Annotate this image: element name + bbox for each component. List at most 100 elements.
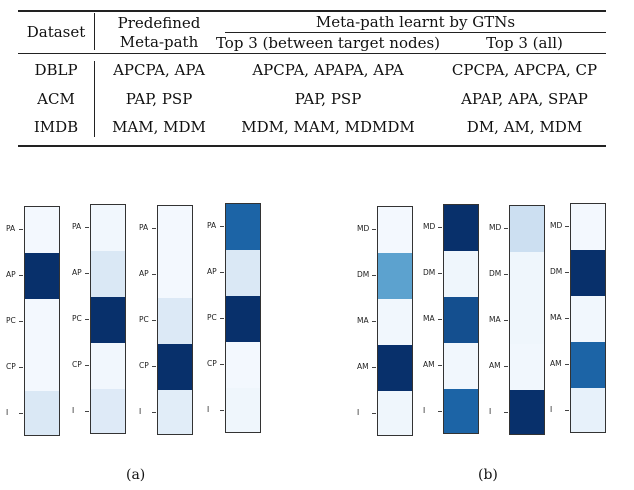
heatmap-tick — [152, 412, 156, 413]
heatmap-row-label: I — [207, 405, 210, 414]
row-dataset: DBLP — [34, 61, 78, 79]
heatmap-row-label: CP — [207, 359, 217, 368]
heatmap-cell — [226, 342, 260, 388]
heatmap-row-label: AP — [139, 269, 149, 278]
bottom-rule — [18, 145, 606, 147]
heatmap-row-label: PC — [6, 316, 16, 325]
heatmap-cell — [378, 345, 412, 391]
heatmap-column — [377, 206, 413, 436]
row-top3-target: APCPA, APAPA, APA — [252, 61, 404, 79]
heatmap-tick — [565, 318, 569, 319]
header-predefined-line2: Meta-path — [119, 33, 199, 51]
heatmap-cell — [378, 391, 412, 435]
heatmap-cell — [444, 343, 478, 389]
row-top3-target: MDM, MAM, MDMDM — [241, 118, 415, 136]
heatmap-tick — [438, 273, 442, 274]
heatmap-row-label: I — [489, 407, 492, 416]
heatmap-column — [90, 204, 126, 434]
heatmap-cell — [25, 345, 59, 391]
heatmap-column — [24, 206, 60, 436]
header-bottom-rule — [18, 53, 606, 54]
heatmap-row-label: MA — [423, 314, 435, 323]
heatmap-row-label: MD — [423, 222, 436, 231]
heatmap-row-label: AM — [489, 361, 501, 370]
heatmap-row-label: MA — [489, 315, 501, 324]
heatmap-row-label: DM — [357, 270, 370, 279]
heatmap-tick — [152, 228, 156, 229]
heatmap-row-label: CP — [72, 360, 82, 369]
heatmap-row-label: I — [72, 406, 75, 415]
heatmap-cell — [510, 344, 544, 390]
heatmap-tick — [152, 320, 156, 321]
heatmap-tick — [19, 229, 23, 230]
caption-b: (b) — [478, 467, 498, 483]
header-dataset: Dataset — [26, 23, 86, 41]
heatmap-cell — [510, 252, 544, 298]
heatmap-cell — [91, 205, 125, 251]
heatmap-column — [570, 203, 606, 433]
heatmap-tick — [85, 411, 89, 412]
caption-a: (a) — [126, 467, 146, 483]
heatmap-tick — [504, 366, 508, 367]
heatmap-cell — [226, 250, 260, 296]
header-learnt: Meta-path learnt by GTNs — [315, 13, 516, 31]
heatmap-cell — [91, 343, 125, 389]
top-rule — [18, 10, 606, 12]
row-top3-target: PAP, PSP — [294, 90, 362, 108]
meta-path-table: Dataset Predefined Meta-path Meta-path l… — [18, 10, 606, 147]
heatmap-cell — [226, 204, 260, 250]
heatmap-row-label: DM — [423, 268, 436, 277]
heatmap-cell — [25, 299, 59, 345]
row-dataset: IMDB — [33, 118, 79, 136]
heatmap-tick — [438, 365, 442, 366]
heatmap-tick — [372, 413, 376, 414]
heatmap-tick — [220, 226, 224, 227]
heatmap-tick — [372, 275, 376, 276]
heatmap-tick — [372, 321, 376, 322]
heatmap-row-label: AM — [423, 360, 435, 369]
heatmap-tick — [85, 319, 89, 320]
heatmap-row-label: I — [357, 408, 360, 417]
heatmap-cell — [571, 204, 605, 250]
heatmap-row-label: MD — [489, 223, 502, 232]
heatmap-cell — [158, 252, 192, 298]
row-predefined: PAP, PSP — [125, 90, 193, 108]
heatmap-row-label: I — [423, 406, 426, 415]
heatmap-tick — [220, 318, 224, 319]
heatmap-cell — [25, 391, 59, 435]
heatmap-row-label: MD — [550, 221, 563, 230]
heatmap-row-label: AP — [6, 270, 16, 279]
heatmap-row-label: I — [550, 405, 553, 414]
heatmap-row-label: MD — [357, 224, 370, 233]
heatmap-row-label: MA — [550, 313, 562, 322]
heatmap-column — [443, 204, 479, 434]
heatmap-tick — [220, 272, 224, 273]
heatmap-tick — [220, 364, 224, 365]
heatmap-tick — [438, 227, 442, 228]
heatmap-row-label: PC — [207, 313, 217, 322]
row-top3-all: CPCPA, APCPA, CP — [451, 61, 598, 79]
header-top3-all: Top 3 (all) — [486, 34, 563, 52]
heatmap-row-label: CP — [139, 361, 149, 370]
heatmap-tick — [19, 413, 23, 414]
heatmap-tick — [438, 411, 442, 412]
heatmap-cell — [226, 388, 260, 432]
column-divider — [94, 61, 95, 137]
row-top3-all: DM, AM, MDM — [466, 118, 583, 136]
heatmap-cell — [158, 390, 192, 434]
heatmap-cell — [571, 296, 605, 342]
heatmap-cell — [378, 299, 412, 345]
heatmap-cell — [444, 205, 478, 251]
heatmap-row-label: MA — [357, 316, 369, 325]
heatmap-row-label: I — [139, 407, 142, 416]
heatmap-tick — [565, 410, 569, 411]
heatmap-cell — [158, 206, 192, 252]
heatmap-cell — [510, 390, 544, 434]
heatmap-cell — [571, 250, 605, 296]
column-divider — [94, 13, 95, 50]
row-predefined: MAM, MDM — [112, 118, 206, 136]
heatmap-tick — [85, 273, 89, 274]
header-partial-rule — [225, 32, 606, 33]
heatmap-cell — [571, 342, 605, 388]
heatmap-tick — [152, 366, 156, 367]
